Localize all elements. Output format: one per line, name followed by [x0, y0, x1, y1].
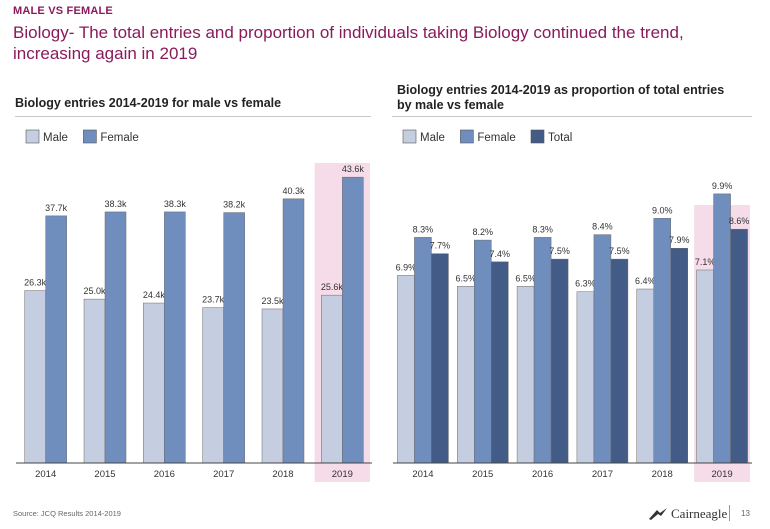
right-bar-male-2019: [696, 269, 714, 464]
right-bar-female-2018: [653, 218, 671, 464]
left-label-female-2016: 38.3k: [164, 199, 187, 209]
left-tick-2016: 2016: [154, 469, 175, 480]
right-label-female-2018: 9.0%: [652, 205, 673, 215]
left-tick-2015: 2015: [94, 469, 115, 480]
right-label-male-2015: 6.5%: [455, 273, 476, 283]
right-label-total-2018: 7.9%: [669, 235, 690, 245]
left-label-male-2014: 26.3k: [24, 278, 47, 288]
left-label-male-2017: 23.7k: [202, 295, 225, 305]
left-label-female-2015: 38.3k: [104, 199, 127, 209]
left-legend-label-male: Male: [43, 132, 68, 144]
right-legend-label-total: Total: [548, 132, 572, 144]
source-note: Source: JCQ Results 2014-2019: [13, 509, 121, 518]
right-title-rule: [392, 116, 752, 117]
right-bar-total-2018: [670, 247, 688, 464]
right-label-female-2019: 9.9%: [712, 181, 733, 191]
left-title-rule: [15, 116, 371, 117]
right-label-female-2017: 8.4%: [592, 222, 613, 232]
right-tick-2015: 2015: [472, 469, 493, 480]
eagle-icon: [649, 508, 667, 520]
left-tick-2019: 2019: [332, 469, 353, 480]
brand-logo: Cairneagle: [648, 503, 727, 525]
left-label-male-2016: 24.4k: [143, 290, 166, 300]
right-legend-label-female: Female: [477, 132, 515, 144]
right-label-female-2015: 8.2%: [472, 227, 493, 237]
right-bar-female-2019: [713, 193, 731, 464]
page-number: 13: [741, 509, 750, 518]
right-bar-male-2016: [516, 286, 535, 464]
right-bar-male-2015: [457, 286, 475, 464]
right-tick-2017: 2017: [592, 469, 613, 480]
right-label-total-2014: 7.7%: [430, 241, 451, 251]
right-bar-female-2016: [533, 237, 552, 464]
right-bar-total-2019: [730, 228, 748, 464]
left-legend-swatch-male: [25, 129, 40, 144]
left-label-female-2014: 37.7k: [45, 203, 68, 213]
right-tick-2014: 2014: [412, 469, 433, 480]
right-bar-female-2014: [414, 237, 432, 464]
right-tick-2019: 2019: [712, 469, 733, 480]
right-label-male-2019: 7.1%: [695, 257, 716, 267]
right-label-female-2016: 8.3%: [532, 224, 553, 234]
left-label-female-2017: 38.2k: [223, 200, 246, 210]
right-bar-female-2017: [593, 234, 612, 464]
right-label-total-2016: 7.5%: [549, 246, 570, 256]
left-tick-2018: 2018: [272, 469, 293, 480]
right-legend-label-male: Male: [420, 132, 445, 144]
left-legend-swatch-female: [83, 129, 97, 144]
left-tick-2017: 2017: [213, 469, 234, 480]
right-label-total-2017: 7.5%: [609, 246, 630, 256]
right-label-total-2015: 7.4%: [489, 249, 510, 259]
left-label-female-2018: 40.3k: [282, 186, 305, 196]
slide-headline: Biology- The total entries and proportio…: [13, 23, 684, 63]
right-legend-swatch-total: [530, 129, 545, 144]
left-tick-2014: 2014: [35, 469, 56, 480]
left-label-male-2018: 23.5k: [261, 296, 284, 306]
section-kicker: MALE VS FEMALE: [13, 5, 113, 17]
right-bar-female-2015: [474, 239, 492, 464]
right-bar-male-2014: [397, 275, 415, 464]
left-label-female-2019: 43.6k: [342, 164, 365, 174]
right-label-male-2014: 6.9%: [396, 262, 417, 272]
right-tick-2018: 2018: [652, 469, 673, 480]
right-bar-total-2016: [550, 258, 569, 464]
right-label-total-2019: 8.6%: [729, 216, 750, 226]
left-chart-title: Biology entries 2014-2019 for male vs fe…: [15, 96, 282, 110]
right-label-male-2018: 6.4%: [635, 276, 656, 286]
right-bar-male-2018: [636, 288, 654, 464]
footer-divider: [729, 505, 730, 521]
right-bar-total-2017: [610, 258, 629, 464]
right-legend-swatch-male: [402, 129, 417, 144]
right-label-male-2017: 6.3%: [575, 279, 596, 289]
right-bar-total-2015: [491, 261, 509, 464]
left-label-male-2015: 25.0k: [83, 286, 106, 296]
left-label-male-2019: 25.6k: [321, 282, 344, 292]
right-label-male-2016: 6.5%: [515, 273, 536, 283]
left-legend-label-female: Female: [100, 132, 138, 144]
right-legend-swatch-female: [460, 129, 474, 144]
right-label-female-2014: 8.3%: [413, 224, 434, 234]
right-bar-total-2014: [431, 253, 449, 464]
right-tick-2016: 2016: [532, 469, 553, 480]
brand-name: Cairneagle: [671, 506, 728, 521]
right-chart-title: Biology entries 2014-2019 as proportion …: [397, 83, 725, 112]
right-bar-male-2017: [576, 291, 595, 464]
